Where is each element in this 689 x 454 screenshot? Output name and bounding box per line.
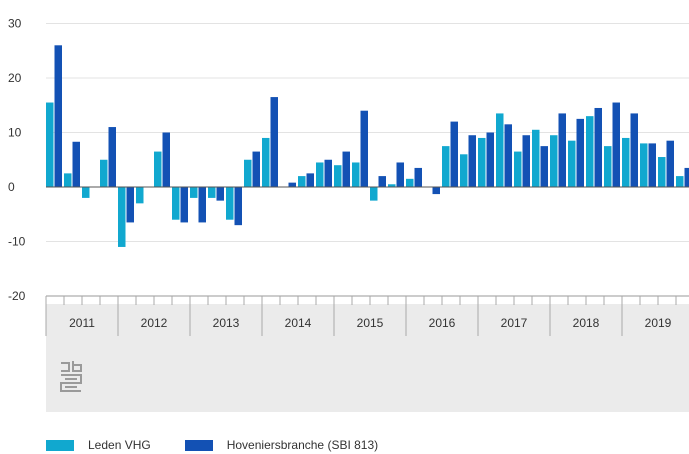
bar-hoveniersbranche: [54, 45, 62, 187]
bar-leden-vhg: [298, 176, 306, 187]
bar-hoveniersbranche: [180, 187, 188, 223]
x-axis-panel: [46, 304, 689, 412]
x-year-label: 2012: [141, 316, 168, 330]
x-axis-year-labels: 2011 2012 2013 2014 2015 2016 2017 2018 2019: [69, 316, 672, 330]
bar-leden-vhg: [208, 187, 216, 198]
cbs-logo-icon: [60, 361, 82, 392]
y-axis-tick-labels: 30 20 10 0 -10 -20: [8, 17, 26, 304]
bar-leden-vhg: [154, 151, 162, 187]
bar-hoveniersbranche: [216, 187, 224, 201]
bar-hoveniersbranche: [252, 151, 260, 187]
bar-hoveniersbranche: [414, 167, 422, 187]
y-tick-label: 20: [8, 71, 22, 85]
bar-hoveniersbranche: [360, 110, 368, 187]
y-tick-label: -20: [8, 289, 26, 303]
bar-leden-vhg: [118, 187, 126, 247]
legend-label-leden-vhg: Leden VHG: [88, 438, 151, 452]
bar-hoveniersbranche: [648, 143, 656, 187]
bar-leden-vhg: [532, 129, 540, 187]
bar-leden-vhg: [586, 116, 594, 187]
bar-hoveniersbranche: [540, 146, 548, 187]
bar-hoveniersbranche: [450, 121, 458, 187]
bar-hoveniersbranche: [576, 118, 584, 187]
bar-hoveniersbranche: [396, 162, 404, 187]
y-tick-label: 10: [8, 126, 22, 140]
bar-leden-vhg: [82, 187, 90, 198]
bar-leden-vhg: [442, 146, 450, 187]
bar-leden-vhg: [190, 187, 198, 198]
bar-hoveniersbranche: [342, 151, 350, 187]
legend-item-hoveniersbranche: Hoveniersbranche (SBI 813): [184, 438, 379, 452]
bar-leden-vhg: [478, 137, 486, 187]
x-axis-ticks: [45, 295, 689, 336]
bar-hoveniersbranche: [162, 132, 170, 187]
bars: [46, 45, 689, 247]
bar-leden-vhg: [676, 176, 684, 187]
bar-leden-vhg: [460, 154, 468, 187]
bar-leden-vhg: [622, 137, 630, 187]
bar-hoveniersbranche: [666, 140, 674, 187]
bar-leden-vhg: [172, 187, 180, 220]
bar-hoveniersbranche: [504, 124, 512, 187]
bar-leden-vhg: [262, 137, 270, 187]
bar-leden-vhg: [388, 184, 396, 187]
bar-leden-vhg: [514, 151, 522, 187]
bar-hoveniersbranche: [432, 187, 440, 195]
bar-hoveniersbranche: [558, 113, 566, 187]
x-year-label: 2017: [501, 316, 528, 330]
x-year-label: 2016: [429, 316, 456, 330]
bar-hoveniersbranche: [72, 141, 80, 187]
bar-hoveniersbranche: [630, 113, 638, 187]
y-tick-label: 0: [8, 180, 15, 194]
bar-hoveniersbranche: [270, 97, 278, 187]
bar-hoveniersbranche: [324, 159, 332, 187]
bar-leden-vhg: [406, 178, 414, 187]
bar-leden-vhg: [64, 173, 72, 187]
bar-hoveniersbranche: [126, 187, 134, 223]
x-year-label: 2015: [357, 316, 384, 330]
y-tick-label: 30: [8, 17, 22, 31]
bar-hoveniersbranche: [522, 135, 530, 187]
legend-swatch-leden-vhg: [46, 439, 74, 451]
bar-hoveniersbranche: [288, 182, 296, 187]
bar-hoveniersbranche: [612, 102, 620, 187]
bar-leden-vhg: [334, 165, 342, 187]
x-year-label: 2014: [285, 316, 312, 330]
x-year-label: 2019: [645, 316, 672, 330]
bar-leden-vhg: [244, 159, 252, 187]
bar-leden-vhg: [352, 162, 360, 187]
bar-hoveniersbranche: [306, 173, 314, 187]
x-year-label: 2013: [213, 316, 240, 330]
bar-hoveniersbranche: [468, 135, 476, 187]
bar-leden-vhg: [46, 102, 54, 187]
legend-label-hoveniersbranche: Hoveniersbranche (SBI 813): [226, 438, 379, 452]
bar-hoveniersbranche: [108, 127, 116, 187]
bar-leden-vhg: [136, 187, 144, 204]
bar-leden-vhg: [568, 140, 576, 187]
bar-hoveniersbranche: [684, 167, 689, 187]
bar-leden-vhg: [550, 135, 558, 187]
x-year-label: 2011: [69, 316, 95, 330]
legend-swatch-hoveniersbranche: [184, 439, 213, 451]
y-tick-label: -10: [8, 235, 26, 249]
bar-hoveniersbranche: [594, 107, 602, 187]
bar-leden-vhg: [658, 157, 666, 187]
bar-hoveniersbranche: [234, 187, 242, 226]
x-year-label: 2018: [573, 316, 600, 330]
bar-hoveniersbranche: [378, 176, 386, 187]
bar-leden-vhg: [226, 187, 234, 220]
bar-leden-vhg: [604, 146, 612, 187]
legend: Leden VHG Hoveniersbranche (SBI 813): [46, 438, 412, 452]
bar-leden-vhg: [316, 162, 324, 187]
bar-hoveniersbranche: [198, 187, 206, 223]
bar-leden-vhg: [496, 113, 504, 187]
bar-leden-vhg: [370, 187, 378, 201]
legend-item-leden-vhg: Leden VHG: [46, 438, 151, 452]
bar-leden-vhg: [100, 159, 108, 187]
bar-leden-vhg: [640, 143, 648, 187]
bar-hoveniersbranche: [486, 132, 494, 187]
